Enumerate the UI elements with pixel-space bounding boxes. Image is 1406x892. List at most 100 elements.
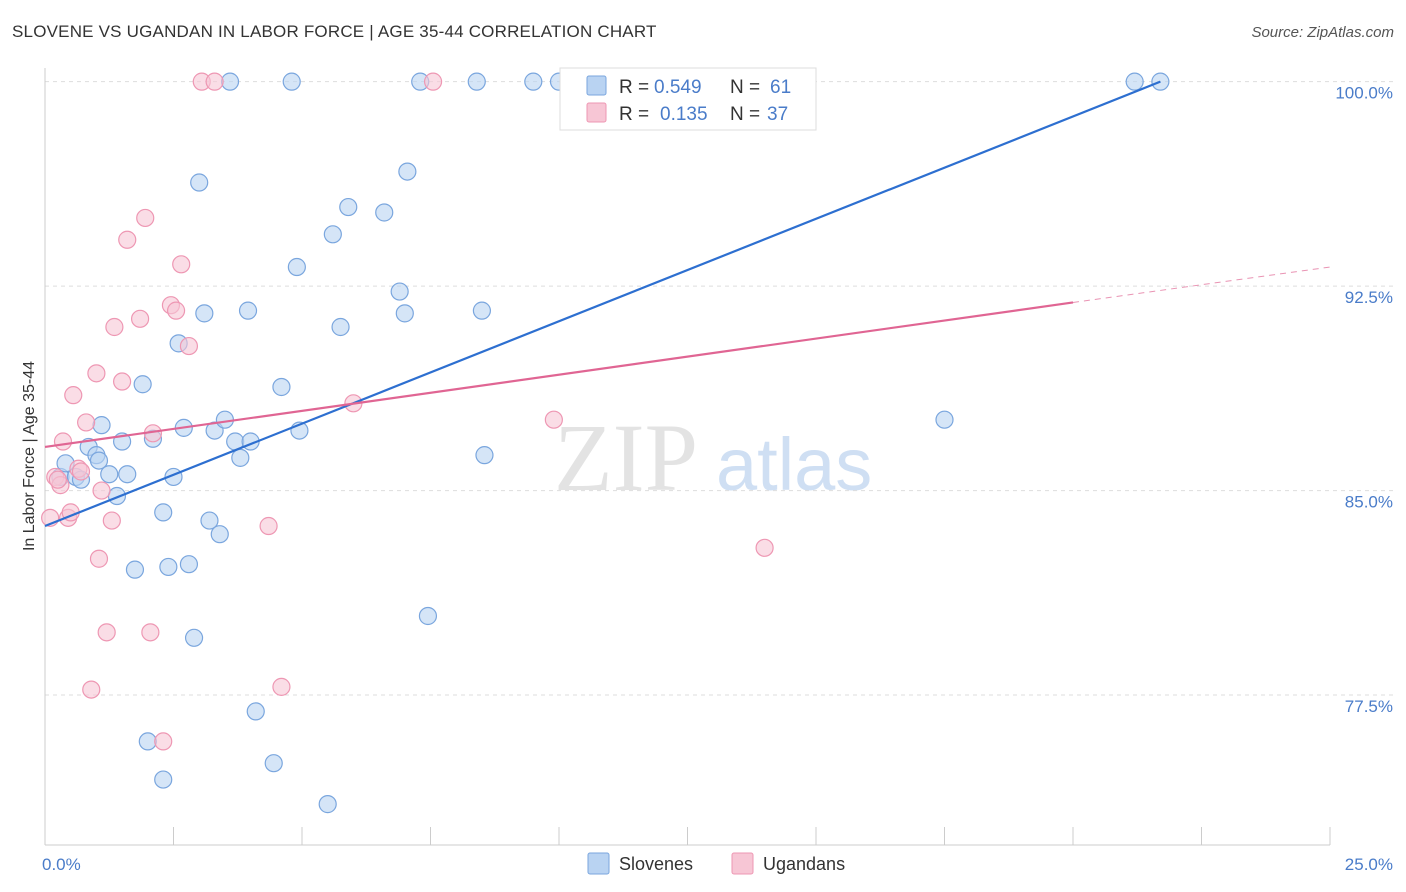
point-slovenes [133, 375, 152, 394]
point-slovenes [282, 72, 301, 91]
point-ugandans [105, 317, 124, 337]
bottom-legend-label-slovenes: Slovenes [619, 854, 693, 874]
point-slovenes [264, 754, 283, 773]
point-slovenes [390, 282, 409, 301]
point-slovenes [935, 410, 954, 429]
point-slovenes [524, 72, 543, 91]
point-slovenes [179, 555, 199, 574]
point-slovenes [398, 162, 417, 181]
legend-n-label-1: N = [730, 77, 760, 98]
grid-lines [45, 81, 1395, 696]
point-ugandans [423, 72, 443, 91]
y-tick-label: 92.5% [1345, 288, 1393, 307]
bottom-legend-swatch-ugandans [731, 852, 754, 875]
point-slovenes [100, 465, 119, 484]
point-ugandans [166, 301, 186, 320]
trend-line-slovenes [44, 80, 1161, 528]
bottom-legend-swatch-slovenes [587, 852, 610, 875]
point-slovenes [331, 317, 350, 337]
point-ugandans [141, 623, 160, 642]
point-slovenes [467, 72, 486, 91]
point-slovenes [318, 795, 337, 814]
trend-lines [44, 80, 1331, 528]
y-tick-label: 100.0% [1335, 84, 1393, 103]
legend-r-value-ugandans: 0.135 [660, 104, 708, 125]
point-ugandans [87, 364, 106, 383]
x-tick-label-max: 25.0% [1345, 855, 1393, 874]
point-slovenes [154, 770, 173, 789]
point-ugandans [102, 511, 121, 530]
point-slovenes [89, 451, 109, 470]
point-ugandans [82, 680, 101, 699]
point-slovenes [475, 446, 494, 465]
point-slovenes [200, 511, 219, 530]
point-slovenes [323, 225, 342, 244]
point-slovenes [159, 557, 178, 577]
watermark-atlas: atlas [716, 423, 872, 506]
correlation-legend: R = 0.549 N = 61 R = 0.135 N = 37 [559, 67, 817, 131]
point-ugandans [77, 413, 96, 432]
point-ugandans [154, 732, 173, 751]
point-ugandans [172, 255, 191, 274]
point-slovenes [375, 203, 394, 222]
y-axis-title: In Labor Force | Age 35-44 [21, 361, 38, 551]
legend-n-value-ugandans: 37 [767, 104, 788, 125]
point-ugandans [755, 538, 774, 557]
point-slovenes [395, 304, 414, 323]
point-ugandans [179, 336, 199, 356]
point-ugandans [48, 470, 67, 489]
point-ugandans [259, 516, 278, 536]
point-slovenes [190, 173, 209, 192]
series-legend: Slovenes Ugandans [587, 852, 845, 875]
bottom-legend-label-ugandans: Ugandans [763, 854, 845, 874]
point-slovenes [125, 560, 145, 579]
source-credit: Source: ZipAtlas.com [1251, 24, 1394, 41]
point-ugandans [272, 677, 291, 696]
point-slovenes [231, 448, 250, 467]
legend-r-label-2: R = [619, 104, 649, 125]
trend-line-ugandans [44, 301, 1074, 449]
point-ugandans [89, 549, 109, 568]
point-slovenes [238, 301, 258, 320]
point-ugandans [118, 230, 137, 249]
legend-r-value-slovenes: 0.549 [654, 77, 702, 98]
point-ugandans [71, 462, 91, 481]
point-slovenes [184, 628, 204, 647]
point-ugandans [205, 72, 224, 91]
watermark-zip: ZIP [554, 404, 698, 511]
point-slovenes [215, 410, 234, 429]
trend-line-ugandans-extension [1072, 266, 1331, 303]
point-ugandans [136, 208, 155, 228]
point-slovenes [92, 416, 111, 435]
point-slovenes [154, 503, 173, 522]
point-slovenes [195, 304, 214, 323]
legend-swatch-slovenes [586, 75, 607, 96]
axes: 77.5% 85.0% 92.5% 100.0% 0.0% 25.0% [42, 68, 1393, 874]
legend-r-label-1: R = [619, 77, 649, 98]
point-ugandans [544, 410, 563, 429]
point-slovenes [138, 732, 157, 751]
point-ugandans [92, 481, 111, 500]
point-slovenes [118, 465, 137, 484]
point-slovenes [220, 72, 240, 91]
y-tick-label: 77.5% [1345, 697, 1393, 716]
point-ugandans [130, 309, 150, 328]
point-ugandans [64, 386, 83, 405]
chart-title: SLOVENE VS UGANDAN IN LABOR FORCE | AGE … [12, 22, 657, 41]
x-tick-label-min: 0.0% [42, 855, 81, 874]
point-slovenes [1125, 72, 1144, 91]
point-slovenes [418, 606, 438, 626]
point-ugandans [53, 432, 73, 451]
point-ugandans [112, 372, 132, 391]
point-slovenes [339, 197, 358, 217]
point-slovenes [287, 257, 306, 277]
point-slovenes [210, 525, 229, 544]
point-slovenes [472, 301, 491, 320]
point-slovenes [272, 377, 291, 397]
legend-swatch-ugandans [586, 102, 607, 123]
legend-n-value-slovenes: 61 [770, 77, 791, 98]
y-tick-label: 85.0% [1345, 493, 1393, 512]
legend-n-label-2: N = [730, 104, 760, 125]
point-ugandans [97, 623, 116, 642]
